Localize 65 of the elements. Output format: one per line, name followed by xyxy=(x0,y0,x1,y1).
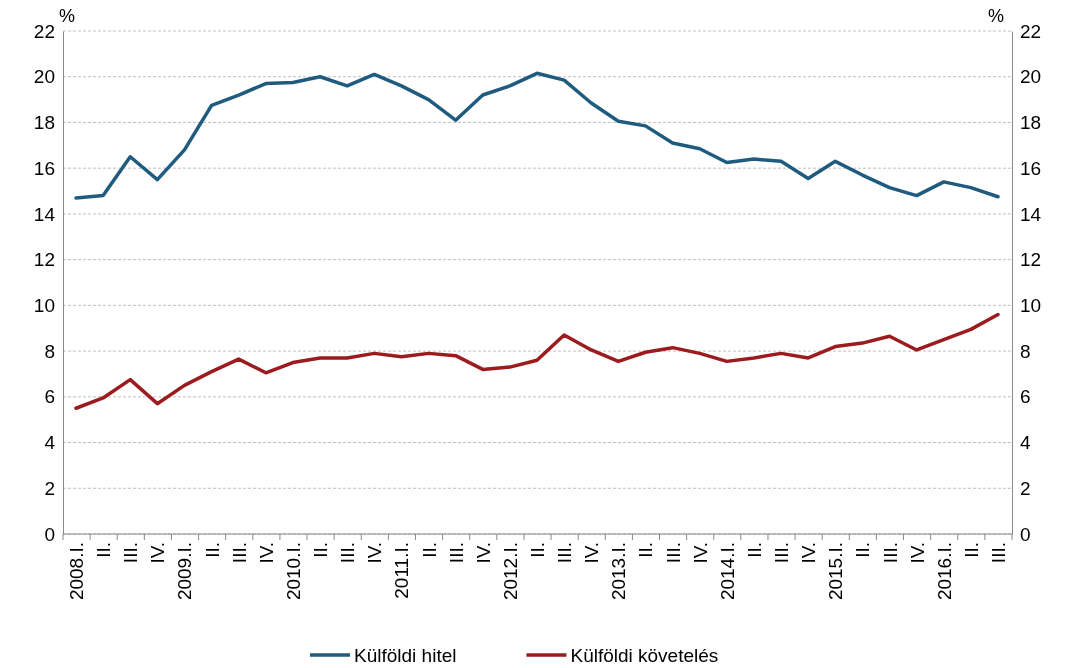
y2-tick-label: 6 xyxy=(1020,386,1031,408)
x-tick-label: IV. xyxy=(906,542,928,564)
x-tick-label: II. xyxy=(310,542,332,558)
y-tick-label: 0 xyxy=(44,523,55,545)
x-tick-label: III. xyxy=(771,542,793,564)
x-tick-label: III. xyxy=(120,542,142,564)
x-tick-label: II. xyxy=(852,542,874,558)
x-tick-label: IV. xyxy=(147,542,169,564)
x-tick-label: II. xyxy=(960,542,982,558)
line-series xyxy=(74,71,1000,200)
x-tick-label: III. xyxy=(445,542,467,564)
x-tick-label: II. xyxy=(93,542,115,558)
y2-tick-label: 14 xyxy=(1020,203,1042,225)
x-tick-label: IV. xyxy=(364,542,386,564)
y2-tick-label: 22 xyxy=(1020,20,1042,42)
y2-tick-label: 20 xyxy=(1020,66,1042,88)
x-tick-label: IV. xyxy=(472,542,494,564)
y2-tick-label: 4 xyxy=(1020,432,1031,454)
x-tick-label: III. xyxy=(554,542,576,564)
x-tick-label: IV. xyxy=(689,542,711,564)
y-tick-label: 22 xyxy=(33,20,55,42)
x-tick-label: IV. xyxy=(798,542,820,564)
y-tick-label: 18 xyxy=(33,112,55,134)
x-tick-label: IV. xyxy=(581,542,603,564)
x-tick-label: 2014.I. xyxy=(716,542,738,601)
x-tick-label: 2008.I. xyxy=(66,542,87,601)
y2-tick-label: 12 xyxy=(1020,249,1042,271)
y2-tick-label: 8 xyxy=(1020,340,1031,362)
x-tick-label: II. xyxy=(635,542,657,558)
y-tick-label: 6 xyxy=(44,386,55,408)
x-tick-label: II. xyxy=(201,542,223,558)
y-tick-label: 10 xyxy=(33,294,55,316)
y2-tick-label: 18 xyxy=(1020,112,1042,134)
y-tick-label: 8 xyxy=(44,340,55,362)
x-tick-label: 2016.I. xyxy=(933,542,955,601)
y-tick-label: 4 xyxy=(44,432,56,454)
y-axis-title: % xyxy=(58,6,76,26)
x-tick-label: 2009.I. xyxy=(174,542,196,601)
y2-tick-label: 2 xyxy=(1020,477,1031,499)
x-tick-label: 2013.I. xyxy=(608,542,630,601)
y-tick-label: 2 xyxy=(44,477,55,499)
x-tick-label: II. xyxy=(418,542,440,558)
x-tick-label: III. xyxy=(988,542,1009,564)
y-tick-label: 20 xyxy=(33,66,55,88)
y2-axis-title: % xyxy=(987,6,1005,26)
y2-tick-label: 0 xyxy=(1020,523,1031,545)
x-tick-label: 2015.I. xyxy=(825,542,847,601)
x-tick-label: 2011.I. xyxy=(391,542,413,599)
x-tick-label: 2012.I. xyxy=(499,542,521,601)
x-tick-label: II. xyxy=(743,542,765,558)
line-series xyxy=(74,312,1000,410)
x-tick-label: 2010.I. xyxy=(282,542,304,601)
x-tick-label: III. xyxy=(337,542,359,564)
y-tick-label: 14 xyxy=(33,203,56,225)
x-tick-label: IV. xyxy=(255,542,277,564)
legend-label: Külföldi követelés xyxy=(570,645,719,666)
y2-tick-label: 16 xyxy=(1020,157,1042,179)
y-tick-label: 12 xyxy=(33,249,55,271)
y-tick-label: 16 xyxy=(33,157,55,179)
x-tick-label: III. xyxy=(228,542,250,564)
x-tick-label: II. xyxy=(527,542,548,558)
x-tick-label: III. xyxy=(662,542,684,564)
x-tick-label: III. xyxy=(879,542,901,564)
legend-label: Külföldi hitel xyxy=(354,645,457,666)
y2-tick-label: 10 xyxy=(1020,294,1042,316)
